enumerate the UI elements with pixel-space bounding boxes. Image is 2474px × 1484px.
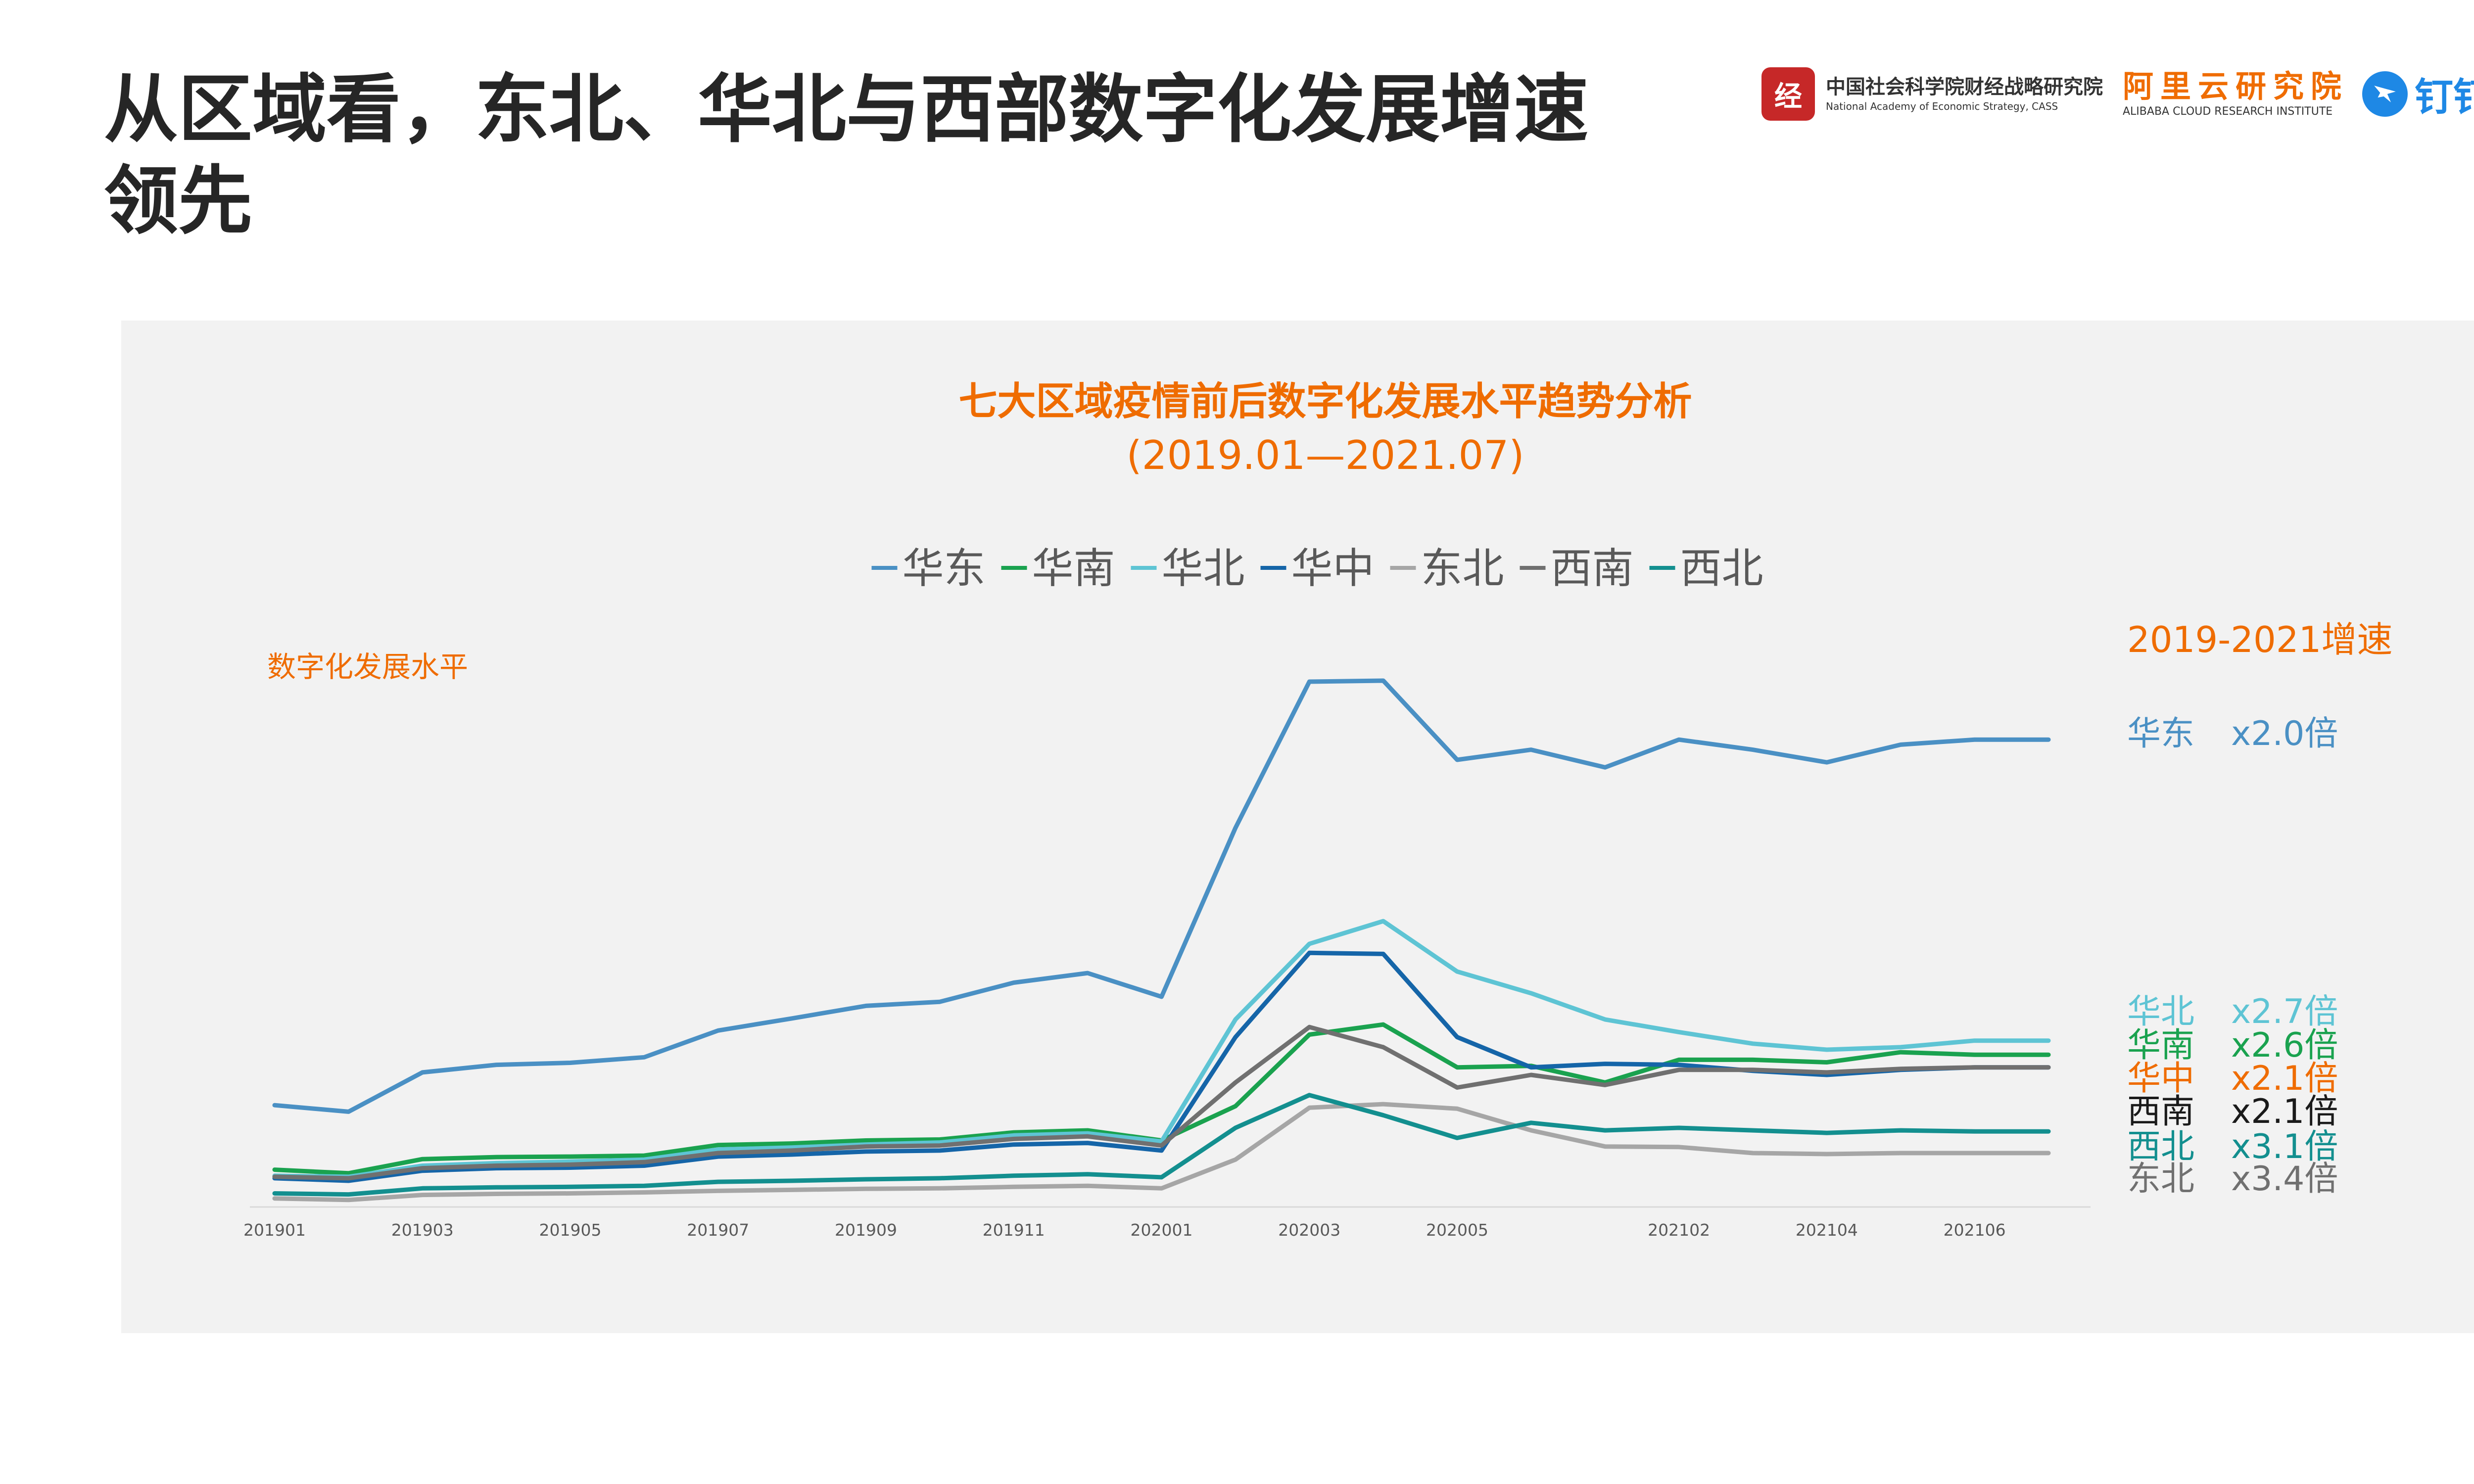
dingtalk-name: 钉钉 <box>2415 75 2474 120</box>
seal-icon: 经 <box>1761 67 1815 121</box>
y-axis-label: 数字化发展水平 <box>267 650 468 684</box>
chart-title: 七大区域疫情前后数字化发展水平趋势分析 <box>958 379 1692 424</box>
chart-panel: 七大区域疫情前后数字化发展水平趋势分析 (2019.01—2021.07) 华东 华南… <box>121 321 2474 1333</box>
growth-title: 2019-2021增速 <box>2127 619 2392 660</box>
growth-rate-6: x3.1倍 <box>2231 1127 2338 1166</box>
x-tick-label-5: 201909 <box>835 1220 897 1240</box>
x-tick-label-11: 202104 <box>1796 1220 1858 1240</box>
chart-subtitle: (2019.01—2021.07) <box>1126 432 1524 478</box>
series-line-6 <box>272 1024 2051 1181</box>
x-tick-label-9: 202005 <box>1426 1220 1488 1240</box>
legend-label-3: 华北 <box>1162 544 1245 593</box>
dingtalk-logo: 钉钉 <box>2362 66 2474 122</box>
growth-region-3: 华南 <box>2127 1026 2194 1065</box>
cass-name-en: National Academy of Economic Strategy, C… <box>1826 100 2058 112</box>
growth-region-2: 华北 <box>2127 992 2194 1031</box>
growth-region-1: 华东 <box>2127 714 2194 753</box>
logo-bar: 经 中国社会科学院财经战略研究院 National Academy of Eco… <box>1761 57 2474 131</box>
page-title-line-2: 领先 <box>104 158 253 244</box>
legend-label-5: 东北 <box>1421 544 1504 593</box>
aliyun-name-cn: 阿里云研究院 <box>2123 68 2349 104</box>
growth-region-6: 西北 <box>2127 1127 2194 1166</box>
growth-region-7: 东北 <box>2127 1159 2194 1199</box>
growth-rate-1: x2.0倍 <box>2231 714 2338 753</box>
series-line-5 <box>272 1102 2051 1203</box>
legend-label-4: 华中 <box>1291 544 1375 593</box>
aliyun-research-logo: 阿里云研究院 ALIBABA CLOUD RESEARCH INSTITUTE <box>2123 69 2348 119</box>
x-tick-label-2: 201903 <box>391 1220 454 1240</box>
growth-rate-2: x2.7倍 <box>2231 992 2338 1031</box>
growth-region-4: 华中 <box>2127 1059 2194 1098</box>
legend-label-6: 西南 <box>1551 544 1634 593</box>
series-line-3 <box>272 919 2051 1179</box>
x-tick-label-4: 201907 <box>687 1220 749 1240</box>
x-tick-label-8: 202003 <box>1278 1220 1340 1240</box>
cass-name-cn: 中国社会科学院财经战略研究院 <box>1826 76 2103 98</box>
x-tick-label-12: 202106 <box>1944 1220 2006 1240</box>
aliyun-name-en: ALIBABA CLOUD RESEARCH INSTITUTE <box>2123 105 2333 118</box>
x-tick-label-1: 201901 <box>243 1220 306 1240</box>
series-line-7 <box>272 1093 2051 1197</box>
page-title: 从区域看，东北、华北与西部数字化发展增速 领先 <box>104 64 1588 247</box>
cass-logo: 经 中国社会科学院财经战略研究院 National Academy of Eco… <box>1761 67 2103 121</box>
growth-region-5: 西南 <box>2127 1092 2194 1131</box>
legend-label-1: 华东 <box>903 544 986 593</box>
x-tick-label-10: 202102 <box>1648 1220 1710 1240</box>
growth-rate-7: x3.4倍 <box>2231 1159 2338 1199</box>
x-tick-label-6: 201911 <box>983 1220 1045 1240</box>
legend-label-2: 华南 <box>1032 544 1115 593</box>
growth-rate-3: x2.6倍 <box>2231 1026 2338 1065</box>
legend-label-7: 西北 <box>1680 544 1763 593</box>
line-chart: 七大区域疫情前后数字化发展水平趋势分析(2019.01—2021.07)华东 华南… <box>243 379 2392 1240</box>
x-tick-label-3: 201905 <box>539 1220 602 1240</box>
dingtalk-wing-icon <box>2362 71 2408 117</box>
x-tick-label-7: 202001 <box>1131 1220 1193 1240</box>
series-line-1 <box>272 678 2051 1114</box>
page-title-line-1: 从区域看，东北、华北与西部数字化发展增速 <box>104 67 1589 153</box>
growth-rate-5: x2.1倍 <box>2231 1092 2338 1131</box>
growth-rate-4: x2.1倍 <box>2231 1059 2338 1098</box>
